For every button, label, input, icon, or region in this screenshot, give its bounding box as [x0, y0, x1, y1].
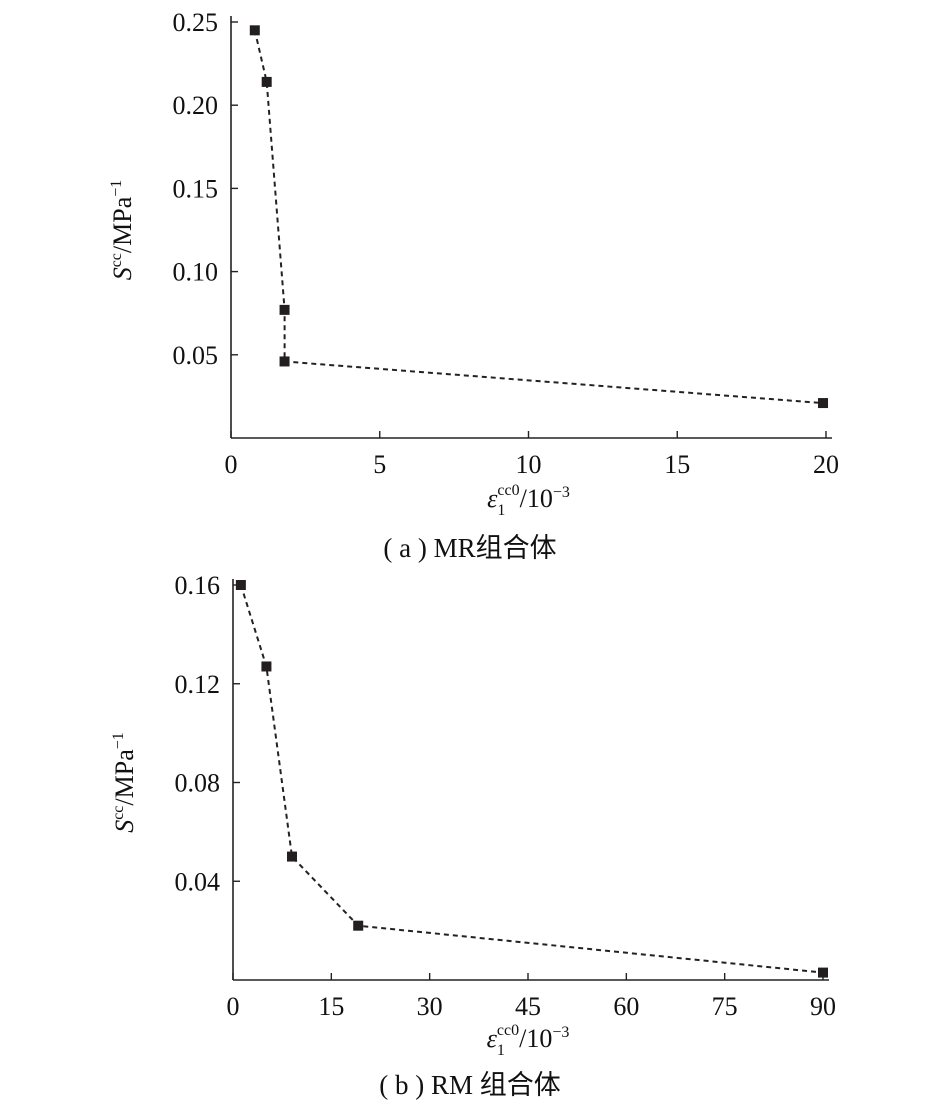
x-axis-label: ε1cc0/10−3	[487, 1022, 570, 1059]
chart-caption: ( a ) MR组合体	[383, 533, 556, 563]
data-point	[353, 920, 364, 931]
y-tick-label: 0.10	[173, 258, 219, 287]
x-tick-label: 15	[664, 450, 690, 479]
x-tick-label: 90	[810, 992, 836, 1021]
data-point	[818, 967, 828, 978]
data-point	[287, 851, 297, 862]
data-point	[279, 304, 290, 315]
x-tick-label: 15	[318, 992, 344, 1021]
data-point	[818, 398, 829, 409]
x-tick-label: 20	[813, 450, 839, 479]
y-tick-label: 0.25	[173, 8, 219, 37]
y-tick-label: 0.05	[173, 341, 219, 370]
x-tick-label: 5	[373, 450, 386, 479]
chart-panel-b: 0 15 30 45 60 75 90 0.04 0.08 0.12 0.16 Scc/MPa−1 ε1…	[110, 571, 836, 1100]
y-axis-label: Scc/MPa−1	[110, 732, 139, 833]
series-line	[253, 30, 824, 405]
data-point	[261, 76, 272, 87]
x-tick-label: 10	[516, 450, 542, 479]
chart-caption: ( b ) RM 组合体	[379, 1070, 561, 1100]
data-point	[261, 661, 272, 672]
x-tick-label: 0	[225, 450, 238, 479]
x-tick-label: 30	[417, 992, 443, 1021]
y-tick-label: 0.16	[175, 571, 221, 600]
y-tick-label: 0.20	[173, 91, 219, 120]
data-point	[249, 25, 260, 36]
series-line	[239, 584, 824, 974]
y-axis-label: Scc/MPa−1	[108, 180, 137, 281]
y-tick-label: 0.12	[175, 670, 221, 699]
data-point	[235, 580, 246, 590]
x-tick-label: 75	[712, 992, 738, 1021]
chart-panel-a: 0 5 10 15 20 0.05 0.10 0.15 0.20 0.25 Scc/MPa−1 ε1c…	[108, 8, 839, 563]
y-tick-label: 0.04	[175, 867, 221, 896]
x-axis-label: ε1cc0/10−3	[487, 482, 570, 519]
data-point	[279, 356, 290, 367]
y-tick-label: 0.15	[173, 174, 219, 203]
x-tick-label: 0	[227, 992, 240, 1021]
x-tick-label: 45	[515, 992, 541, 1021]
y-tick-label: 0.08	[175, 769, 221, 798]
x-tick-label: 60	[613, 992, 639, 1021]
